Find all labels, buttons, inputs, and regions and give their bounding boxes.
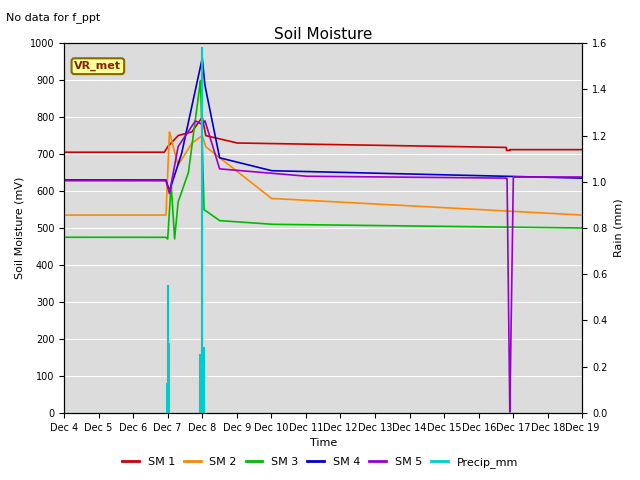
X-axis label: Time: Time — [310, 438, 337, 448]
Title: Soil Moisture: Soil Moisture — [274, 27, 372, 42]
Text: VR_met: VR_met — [74, 61, 122, 72]
Y-axis label: Soil Moisture (mV): Soil Moisture (mV) — [14, 177, 24, 279]
Y-axis label: Rain (mm): Rain (mm) — [613, 199, 623, 257]
Legend: SM 1, SM 2, SM 3, SM 4, SM 5, Precip_mm: SM 1, SM 2, SM 3, SM 4, SM 5, Precip_mm — [118, 452, 522, 472]
Text: No data for f_ppt: No data for f_ppt — [6, 12, 100, 23]
